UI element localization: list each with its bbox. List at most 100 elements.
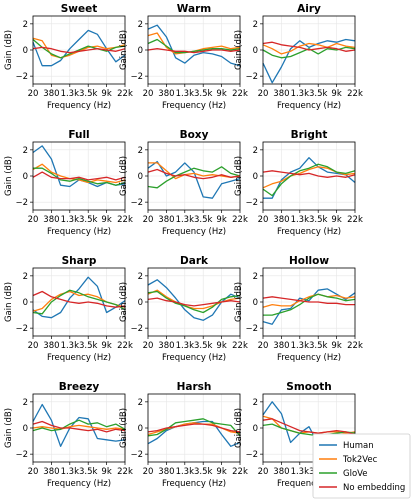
x-tick-label: 1.3k [61,467,80,477]
x-tick-label: 20 [143,341,154,351]
subplot-title: Smooth [286,381,331,393]
subplot-sharp: Sharp 20 380 1.3k 3.5k 9k 22k −2 0 2 Frequency (Hz… [4,255,133,363]
y-tick-label: 0 [253,424,258,434]
y-tick-label: −2 [15,72,28,82]
x-tick-label: 380 [273,341,289,351]
subplot-warm: Warm 20 380 1.3k 3.5k 9k 22k −2 0 2 Frequency (Hz)… [119,3,248,111]
y-tick-label: −2 [245,198,258,208]
x-axis-label: Frequency (Hz) [162,479,226,489]
x-tick-label: 3.5k [194,467,213,477]
series-line-human [262,38,356,84]
x-tick-label: 380 [158,89,174,99]
x-tick-label: 20 [258,215,269,225]
series-line-glove [262,423,356,437]
subplot-harsh: Harsh 20 380 1.3k 3.5k 9k 22k −2 0 2 Frequency (Hz… [119,381,248,489]
y-tick-label: 0 [253,46,258,56]
series-line-tok2vec [262,293,356,308]
x-tick-label: 20 [28,467,39,477]
y-axis-label: Gain (dB) [119,282,129,322]
y-tick-label: −2 [245,324,258,334]
x-tick-label: 22k [117,215,133,225]
series-line-glove [262,163,356,197]
y-tick-label: −2 [130,450,143,460]
series-line-human [262,288,356,325]
x-tick-label: 22k [347,215,363,225]
series-line-no-embedding [262,170,356,178]
legend-label: GloVe [343,469,368,479]
x-axis-label: Frequency (Hz) [47,101,111,111]
y-tick-label: −2 [15,198,28,208]
series-line-glove [262,46,356,59]
y-tick-label: 2 [253,20,258,30]
x-axis-label: Frequency (Hz) [162,353,226,363]
x-tick-label: 9k [216,341,226,351]
series-line-no-embedding [147,168,241,180]
x-tick-label: 1.3k [61,89,80,99]
y-axis-label: Gain (dB) [119,30,129,70]
x-tick-label: 20 [28,341,39,351]
series-line-tok2vec [32,163,126,184]
x-tick-label: 380 [158,467,174,477]
x-tick-label: 3.5k [309,341,328,351]
x-tick-label: 3.5k [79,467,98,477]
x-tick-label: 9k [101,341,111,351]
y-tick-label: 0 [23,46,28,56]
x-tick-label: 3.5k [309,215,328,225]
series-line-no-embedding [262,296,355,306]
series-line-no-embedding [147,423,241,433]
x-tick-label: 9k [331,215,341,225]
x-tick-label: 9k [216,89,226,99]
y-axis-label: Gain (dB) [4,408,14,448]
y-axis-label: Gain (dB) [4,30,14,70]
x-axis-label: Frequency (Hz) [162,101,226,111]
x-tick-label: 3.5k [194,89,213,99]
subplot-title: Warm [177,3,211,15]
subplot-dark: Dark 20 380 1.3k 3.5k 9k 22k −2 0 2 Frequency (Hz)… [119,255,248,363]
legend-label: Human [343,441,374,451]
y-tick-label: 0 [253,298,258,308]
x-tick-label: 9k [101,89,111,99]
x-tick-label: 1.3k [291,215,310,225]
y-axis-label: Gain (dB) [234,156,244,196]
y-tick-label: 0 [23,172,28,182]
x-tick-label: 20 [143,215,154,225]
series-line-human [147,24,241,67]
y-tick-label: 2 [138,398,143,408]
x-tick-label: 3.5k [309,89,328,99]
x-tick-label: 9k [216,215,226,225]
x-axis-label: Frequency (Hz) [47,353,111,363]
y-axis-label: Gain (dB) [119,408,129,448]
y-tick-label: 2 [138,20,143,30]
x-axis-label: Frequency (Hz) [47,227,111,237]
x-tick-label: 1.3k [291,341,310,351]
subplot-title: Sharp [62,255,97,267]
y-tick-label: 2 [23,272,28,282]
y-tick-label: −2 [130,72,143,82]
subplot-airy: Airy 20 380 1.3k 3.5k 9k 22k −2 0 2 Frequency (Hz)… [234,3,363,111]
subplot-title: Boxy [180,129,209,141]
x-tick-label: 1.3k [291,467,310,477]
x-tick-label: 380 [43,215,59,225]
x-tick-label: 22k [232,89,248,99]
x-tick-label: 1.3k [176,89,195,99]
x-tick-label: 380 [273,215,289,225]
x-tick-label: 1.3k [61,341,80,351]
y-tick-label: 0 [138,298,143,308]
x-tick-label: 22k [117,89,133,99]
x-tick-label: 20 [143,467,154,477]
y-tick-label: 0 [253,172,258,182]
series-line-human [32,29,126,67]
x-tick-label: 22k [347,89,363,99]
x-tick-label: 20 [258,467,269,477]
y-axis-label: Gain (dB) [234,408,244,448]
series-line-no-embedding [32,46,126,54]
x-tick-label: 9k [101,215,111,225]
x-tick-label: 3.5k [79,341,98,351]
x-tick-label: 9k [331,89,341,99]
series-line-human [32,276,126,319]
subplot-title: Breezy [59,381,100,393]
subplot-title: Bright [291,129,328,141]
x-tick-label: 20 [258,341,269,351]
y-tick-label: 0 [138,424,143,434]
